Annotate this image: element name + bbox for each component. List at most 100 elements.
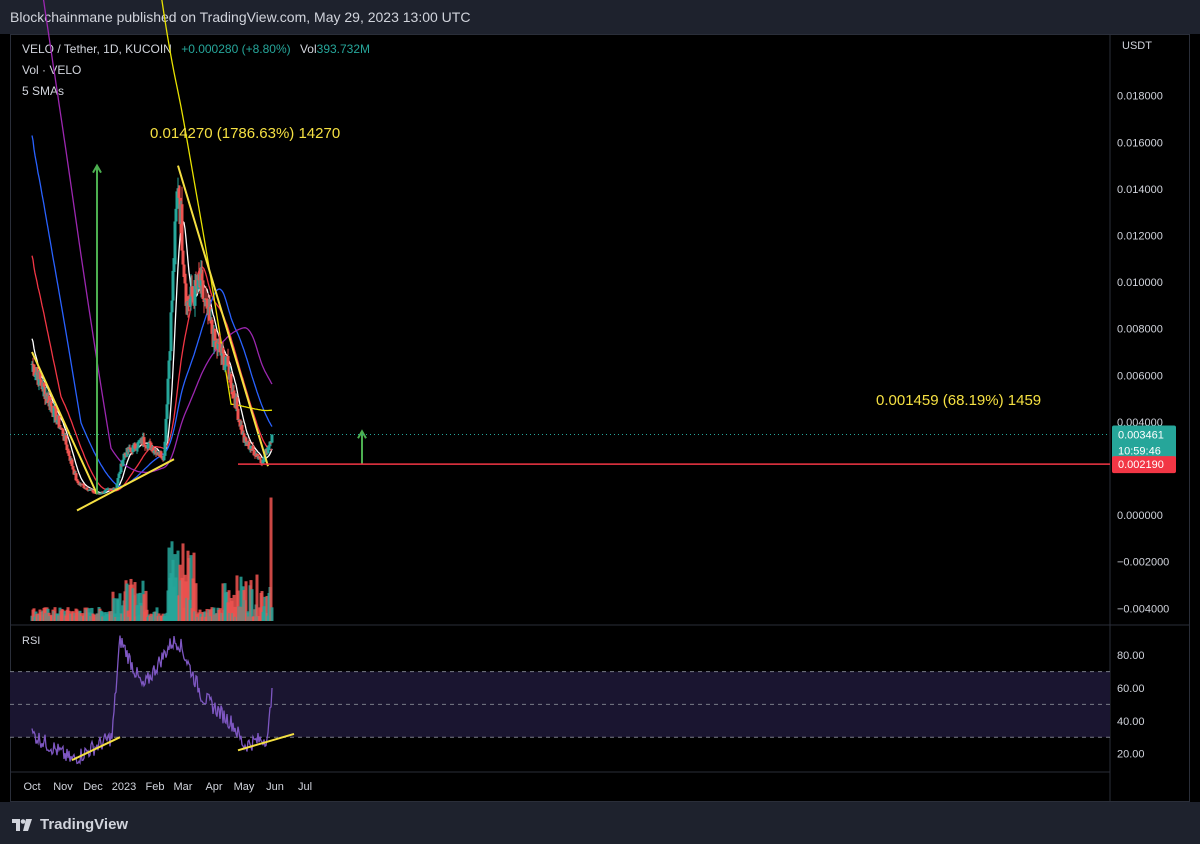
candle-body <box>235 397 239 409</box>
price-tick-label: 0.000000 <box>1117 510 1163 522</box>
candle-body <box>191 296 195 299</box>
support-price-badge <box>1112 456 1176 474</box>
candle-body <box>247 441 251 450</box>
price-tick-label: −0.004000 <box>1117 603 1169 615</box>
candle-body <box>156 452 160 455</box>
candle-body <box>157 454 161 456</box>
candle-body <box>270 434 274 443</box>
volume-bar <box>53 607 57 621</box>
volume-series-legend[interactable]: Vol · VELO <box>22 63 82 77</box>
price-tick-label: 0.014000 <box>1117 184 1163 196</box>
volume-bar <box>269 497 273 621</box>
candle-body <box>104 489 108 491</box>
volume-bar <box>100 611 104 621</box>
tradingview-logo-icon <box>12 819 32 831</box>
candle-body <box>57 415 61 429</box>
price-tick-label: 0.016000 <box>1117 137 1163 149</box>
candle-body <box>208 307 212 321</box>
candle-body <box>227 365 231 380</box>
candle-body <box>59 427 63 429</box>
last-price-value: 0.003461 <box>1118 429 1164 441</box>
sma-line <box>31 135 273 487</box>
candle-body <box>244 437 248 442</box>
volume-bar <box>32 608 36 621</box>
candle-body <box>261 459 265 464</box>
price-tick-label: −0.002000 <box>1117 557 1169 569</box>
volume-bar <box>116 599 120 621</box>
rsi-title: RSI <box>22 635 40 647</box>
rsi-tick-label: 60.00 <box>1117 683 1145 695</box>
candle-body <box>187 305 191 307</box>
time-tick-label: Jun <box>266 781 284 793</box>
time-tick-label: Nov <box>53 781 73 793</box>
candle-body <box>183 273 187 284</box>
price-tick-label: 0.012000 <box>1117 231 1163 243</box>
candle-body <box>74 473 78 481</box>
time-tick-label: May <box>234 781 255 793</box>
volume-bar <box>239 576 243 621</box>
volume-bar <box>155 607 159 621</box>
candle-body <box>43 386 47 400</box>
candle-body <box>193 280 197 306</box>
candle-body <box>162 455 166 461</box>
candle-body <box>223 365 227 371</box>
currency-label: USDT <box>1122 40 1152 52</box>
candle-body <box>196 274 200 290</box>
top-bar: Blockchainmane published on TradingView.… <box>0 0 1200 34</box>
candle-body <box>135 448 139 451</box>
candle-body <box>67 450 71 456</box>
price-change: +0.000280 (+8.80%) <box>181 42 291 56</box>
sma-legend[interactable]: 5 SMAs <box>22 84 65 98</box>
last-price-badge <box>1112 425 1176 460</box>
candle-body <box>160 457 164 459</box>
candle-body <box>119 463 123 473</box>
candle-body <box>259 459 263 463</box>
candle-body <box>238 419 242 427</box>
candle-body <box>184 283 188 306</box>
candle-body <box>262 458 266 460</box>
candle-body <box>175 191 179 209</box>
candle-body <box>152 451 156 453</box>
candle-body <box>151 447 155 453</box>
candle-body <box>229 373 233 389</box>
candle-body <box>255 453 259 457</box>
candle-body <box>186 302 190 306</box>
candle-body <box>138 441 142 443</box>
candle-body <box>180 204 184 251</box>
volume-bar <box>208 609 212 621</box>
candle-body <box>171 270 175 301</box>
rsi-band-fill <box>10 671 1110 738</box>
candle-body <box>181 250 185 265</box>
symbol-title[interactable]: VELO / Tether, 1D, KUCOIN <box>22 42 172 56</box>
time-tick-label: 2023 <box>112 781 136 793</box>
candle-body <box>103 490 107 493</box>
price-tick-label: 0.018000 <box>1117 91 1163 103</box>
symbol-legend: VELO / Tether, 1D, KUCOIN +0.000280 (+8.… <box>22 42 370 56</box>
candle-body <box>81 484 85 486</box>
candle-body <box>267 446 271 448</box>
volume-bar <box>265 595 269 621</box>
candle-body <box>213 328 217 342</box>
candle-body <box>204 298 208 301</box>
rsi-tick-label: 80.00 <box>1117 650 1145 662</box>
candle-body <box>166 378 170 405</box>
publisher-text: Blockchainmane published on TradingView.… <box>10 9 471 25</box>
candle-body <box>174 208 178 222</box>
candle-body <box>249 448 253 450</box>
time-tick-label: Jul <box>298 781 312 793</box>
candle-body <box>32 364 36 376</box>
candle-body <box>85 487 89 490</box>
candle-body <box>91 489 95 493</box>
candle-body <box>169 312 173 352</box>
candle-body <box>72 469 76 475</box>
candle-body <box>226 356 230 366</box>
candle-body <box>210 319 214 334</box>
volume-bar <box>145 609 149 621</box>
candle-body <box>159 451 163 458</box>
arrow-head <box>357 429 367 439</box>
volume-bar <box>255 574 259 621</box>
candle-body <box>149 442 153 451</box>
price-tick-label: 0.006000 <box>1117 370 1163 382</box>
volume-bar <box>263 596 267 621</box>
